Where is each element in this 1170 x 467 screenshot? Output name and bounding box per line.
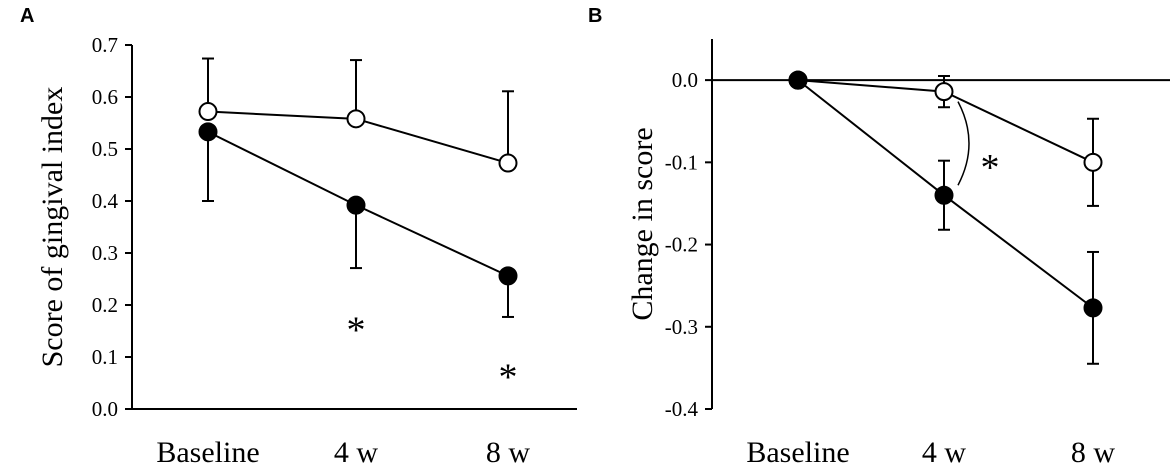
y-tick-label: 0.3	[92, 241, 118, 265]
x-category-label: 8 w	[1071, 436, 1116, 467]
panel-letter: B	[588, 5, 602, 27]
y-tick-label: 0.0	[92, 397, 118, 421]
y-tick-label: 0.5	[92, 137, 118, 161]
data-point-open	[934, 82, 954, 102]
y-tick-label: 0.7	[92, 33, 118, 57]
data-point-filled	[498, 266, 518, 286]
data-point-open	[1083, 152, 1103, 172]
data-point-filled	[198, 122, 218, 142]
y-axis-title: Change in score	[626, 127, 659, 320]
y-tick-label: 0.1	[92, 345, 118, 369]
data-point-open	[498, 153, 518, 173]
x-category-label: 4 w	[922, 436, 967, 467]
significance-star: *	[981, 147, 1000, 189]
panel-b: B 0.0 -0.1 -0.2 -0.3 -0.4 Change in score Basel…	[588, 5, 1170, 467]
y-tick-label: 0.6	[92, 85, 118, 109]
x-category-label: 4 w	[334, 436, 379, 467]
y-tick-label: -0.4	[665, 397, 699, 421]
data-point-filled	[1083, 298, 1103, 318]
y-axis-title: Score of gingival index	[36, 87, 69, 368]
y-tick-label: -0.2	[665, 233, 698, 257]
data-point-open	[346, 109, 366, 129]
x-category-label: Baseline	[746, 436, 849, 467]
data-point-filled	[788, 70, 808, 90]
significance-star: *	[347, 310, 366, 352]
y-tick-label: 0.4	[92, 189, 119, 213]
data-point-filled	[934, 185, 954, 205]
x-category-label: Baseline	[156, 436, 259, 467]
y-tick-label: 0.0	[672, 68, 698, 92]
y-tick-label: -0.1	[665, 150, 698, 174]
y-tick-label: -0.3	[665, 315, 698, 339]
significance-bracket	[957, 101, 970, 186]
significance-star: *	[499, 356, 518, 398]
data-point-open	[198, 102, 218, 122]
x-category-label: 8 w	[486, 436, 531, 467]
panel-letter: A	[20, 5, 34, 27]
y-tick-label: 0.2	[92, 293, 118, 317]
panel-a: A 0.0 0.1 0.2 0.3 0.4 0.5 0.6 0.7 Score of gingiv…	[20, 5, 577, 467]
data-point-filled	[346, 195, 366, 215]
